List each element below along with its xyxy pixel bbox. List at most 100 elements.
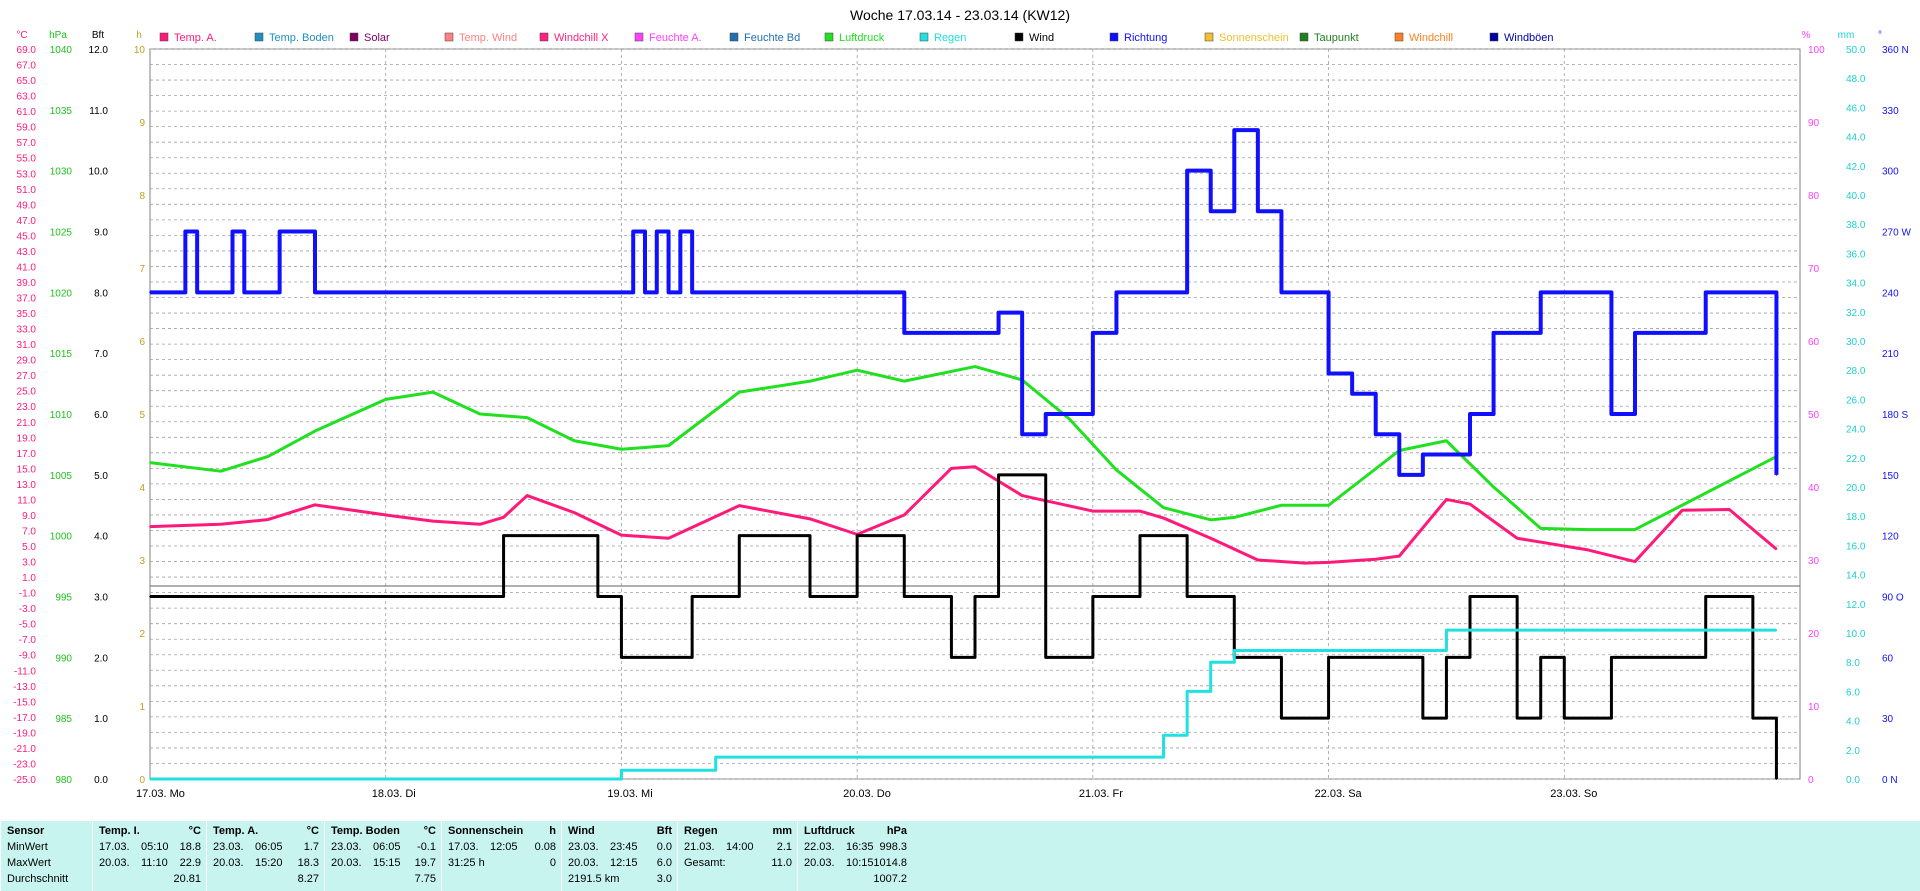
data-point xyxy=(1469,629,1471,631)
axis-tick-label: 44.0 xyxy=(1846,133,1866,144)
stats-sensor-header: Sensor xyxy=(7,825,45,837)
data-point xyxy=(290,230,293,233)
legend-swatch xyxy=(1204,32,1214,42)
data-point xyxy=(691,595,693,598)
axis-tick-label: 5.0 xyxy=(94,471,108,482)
stats-time: 14:00 xyxy=(726,841,754,853)
axis-unit-label: ° xyxy=(1878,30,1882,41)
data-point xyxy=(620,656,623,659)
data-point xyxy=(1492,332,1495,334)
axis-tick-label: 150 xyxy=(1882,471,1899,482)
data-point xyxy=(1587,549,1589,551)
axis-tick-label: 6 xyxy=(139,337,145,348)
data-point xyxy=(620,534,623,536)
data-point xyxy=(597,778,599,780)
legend-swatch xyxy=(444,32,454,42)
axis-unit-label: mm xyxy=(1838,30,1855,41)
data-point xyxy=(1374,558,1377,561)
axis-unit-label: hPa xyxy=(49,30,67,41)
data-point xyxy=(1422,453,1424,456)
plot-area: 17.03. Mo 18.03. Di 19.03. Mi 20.03. Do 21.0… xyxy=(136,48,1801,800)
legend-label: Luftdruck xyxy=(839,32,885,44)
axis-tick-label: 42.0 xyxy=(1846,162,1866,173)
data-point xyxy=(479,413,481,415)
legend-item: Temp. Wind xyxy=(444,32,517,44)
data-point xyxy=(950,467,953,470)
legend-item: Sonnenschein xyxy=(1204,32,1289,44)
data-point xyxy=(950,332,953,334)
data-point xyxy=(267,518,269,521)
data-point xyxy=(974,466,976,468)
stats-sensor-column: Sensor MinWert MaxWert Durchschnitt xyxy=(0,821,93,891)
stats-time: 16:35 xyxy=(846,841,874,853)
legend-label: Regen xyxy=(934,32,966,44)
stats-group-unit: mm xyxy=(772,825,792,837)
axis-tick-label: 4.0 xyxy=(94,532,108,543)
axis-tick-label: -15.0 xyxy=(13,697,36,708)
stats-value: 18.8 xyxy=(179,841,201,853)
data-point xyxy=(1775,629,1778,631)
legend-item: Richtung xyxy=(1109,32,1167,44)
data-point xyxy=(1445,498,1448,501)
data-point xyxy=(1634,528,1636,531)
stats-time: 10:15 xyxy=(846,857,874,869)
axis-tick-label: 53.0 xyxy=(17,169,37,180)
data-point xyxy=(714,291,717,294)
axis-tick-label: 80 xyxy=(1808,191,1820,202)
axis-tick-label: 6.0 xyxy=(94,410,108,421)
data-point xyxy=(903,514,906,516)
data-point xyxy=(1209,661,1212,663)
axis-tick-label: 9 xyxy=(139,118,145,129)
data-point xyxy=(903,380,906,382)
data-point xyxy=(149,461,151,464)
axis-tick-label: 41.0 xyxy=(17,262,37,273)
data-point xyxy=(1374,656,1377,659)
stats-group-unit: °C xyxy=(423,825,436,837)
stats-value: 3.0 xyxy=(656,873,672,885)
data-point xyxy=(1445,629,1448,631)
data-point xyxy=(1139,510,1141,512)
stats-date: 20.03. xyxy=(213,857,244,869)
axis-unit-label: °C xyxy=(16,30,27,41)
axis-tick-label: -11.0 xyxy=(14,666,36,677)
data-point xyxy=(1068,418,1071,420)
axis-tick-label: 4 xyxy=(139,483,145,494)
stats-value: 998.3 xyxy=(879,841,907,853)
stats-group-unit: h xyxy=(549,825,556,837)
stats-date: 20.03. xyxy=(99,857,130,869)
data-point xyxy=(573,439,576,442)
data-point xyxy=(1233,516,1236,519)
axis-tick-label: 3.0 xyxy=(22,558,36,569)
data-point xyxy=(1162,734,1165,736)
data-point xyxy=(1233,649,1236,652)
axis-tick-label: 48.0 xyxy=(1846,74,1866,85)
axis-tick-label: 12.0 xyxy=(1846,600,1866,611)
data-point xyxy=(1374,649,1377,652)
data-point xyxy=(502,291,505,294)
data-point xyxy=(1092,332,1094,334)
data-point xyxy=(1469,595,1471,598)
data-point xyxy=(1327,372,1330,375)
axis-tick-label: 1035 xyxy=(50,106,73,117)
legend-swatch xyxy=(729,32,739,42)
stats-value: 1007.2 xyxy=(873,873,907,885)
data-point xyxy=(384,291,387,294)
stats-time: 06:05 xyxy=(373,841,401,853)
data-point xyxy=(1115,291,1118,294)
legend-item: Wind xyxy=(1014,32,1054,44)
data-point xyxy=(1587,528,1589,531)
axis-tick-label: 1040 xyxy=(50,45,73,56)
data-point xyxy=(1374,433,1377,436)
data-point xyxy=(1681,332,1683,334)
axis-tick-label: -19.0 xyxy=(13,728,36,739)
data-point xyxy=(809,595,811,598)
axis-tick-label: 7.0 xyxy=(22,526,36,537)
axis-tick-label: 270 W xyxy=(1882,228,1911,239)
data-point xyxy=(1044,656,1047,659)
data-point xyxy=(432,391,434,393)
data-point xyxy=(502,516,505,519)
data-point xyxy=(620,769,623,772)
axis-tick-label: 13.0 xyxy=(17,480,37,491)
data-point xyxy=(1563,629,1566,631)
data-point xyxy=(903,595,906,598)
